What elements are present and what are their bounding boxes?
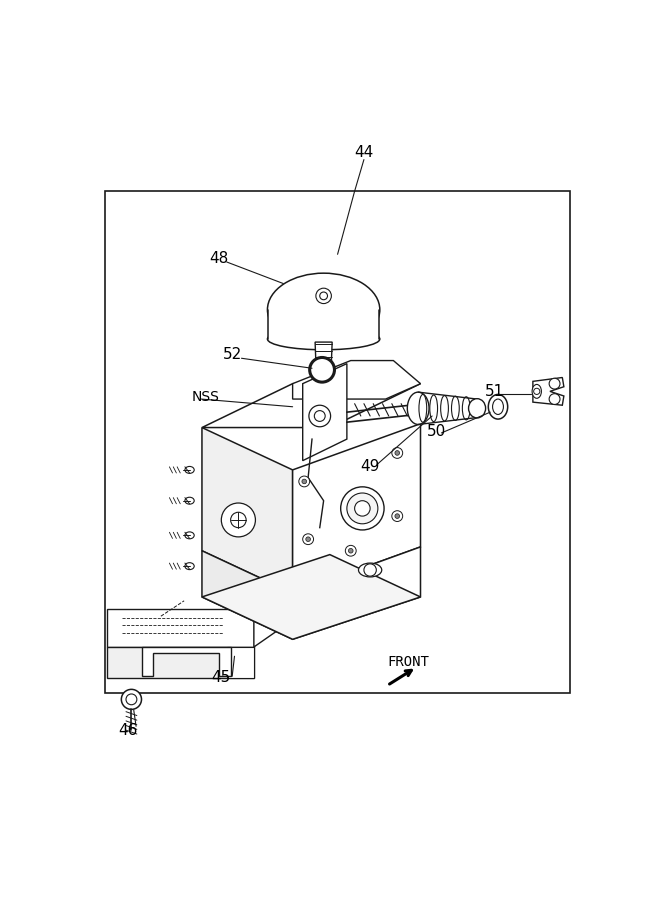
Ellipse shape: [488, 394, 508, 419]
Circle shape: [305, 537, 310, 542]
Circle shape: [395, 451, 400, 455]
Polygon shape: [105, 191, 570, 693]
Ellipse shape: [532, 384, 542, 399]
Polygon shape: [293, 424, 420, 593]
Ellipse shape: [316, 365, 331, 374]
Circle shape: [221, 503, 255, 537]
Polygon shape: [107, 608, 254, 647]
Circle shape: [355, 500, 370, 516]
Polygon shape: [418, 392, 477, 425]
Text: 52: 52: [223, 346, 243, 362]
Ellipse shape: [185, 466, 194, 473]
Circle shape: [299, 476, 309, 487]
Text: 49: 49: [360, 459, 380, 473]
Ellipse shape: [441, 396, 448, 421]
Text: 51: 51: [484, 384, 504, 399]
Text: 48: 48: [209, 250, 229, 266]
Ellipse shape: [492, 399, 504, 415]
Ellipse shape: [358, 563, 382, 577]
Ellipse shape: [185, 497, 194, 504]
Ellipse shape: [419, 394, 427, 422]
Polygon shape: [107, 647, 254, 678]
Circle shape: [309, 357, 334, 382]
Ellipse shape: [185, 562, 194, 570]
Polygon shape: [533, 377, 564, 405]
Polygon shape: [202, 551, 293, 639]
Polygon shape: [202, 383, 420, 427]
Ellipse shape: [267, 274, 380, 346]
Polygon shape: [303, 364, 347, 461]
Polygon shape: [268, 310, 380, 339]
Circle shape: [534, 388, 540, 394]
Text: FRONT: FRONT: [387, 655, 429, 670]
Polygon shape: [315, 342, 332, 382]
Circle shape: [319, 292, 327, 300]
Ellipse shape: [468, 399, 486, 418]
Ellipse shape: [462, 397, 470, 419]
Polygon shape: [141, 647, 231, 676]
Text: NSS: NSS: [192, 390, 219, 404]
Polygon shape: [202, 554, 420, 639]
Polygon shape: [293, 547, 420, 639]
Circle shape: [347, 493, 378, 524]
Circle shape: [126, 694, 137, 705]
Circle shape: [302, 479, 307, 484]
Circle shape: [392, 447, 403, 458]
Polygon shape: [227, 647, 254, 678]
Text: 46: 46: [118, 723, 137, 738]
Ellipse shape: [185, 532, 194, 539]
Circle shape: [314, 410, 325, 421]
Ellipse shape: [267, 328, 380, 350]
Circle shape: [121, 689, 141, 709]
Circle shape: [231, 512, 246, 527]
Circle shape: [392, 510, 403, 521]
Text: 50: 50: [426, 424, 446, 439]
Ellipse shape: [452, 396, 460, 420]
Circle shape: [395, 514, 400, 518]
Circle shape: [348, 548, 353, 554]
Ellipse shape: [430, 395, 438, 421]
Text: 45: 45: [211, 670, 231, 685]
Circle shape: [549, 378, 560, 389]
Circle shape: [346, 545, 356, 556]
Polygon shape: [202, 428, 293, 593]
Circle shape: [319, 366, 327, 373]
Circle shape: [549, 393, 560, 404]
Circle shape: [364, 563, 376, 576]
Circle shape: [309, 405, 331, 427]
Polygon shape: [293, 361, 420, 399]
Circle shape: [303, 534, 313, 544]
Circle shape: [341, 487, 384, 530]
Text: 44: 44: [354, 145, 374, 160]
Polygon shape: [254, 580, 293, 647]
Circle shape: [316, 288, 331, 303]
Ellipse shape: [408, 392, 429, 425]
